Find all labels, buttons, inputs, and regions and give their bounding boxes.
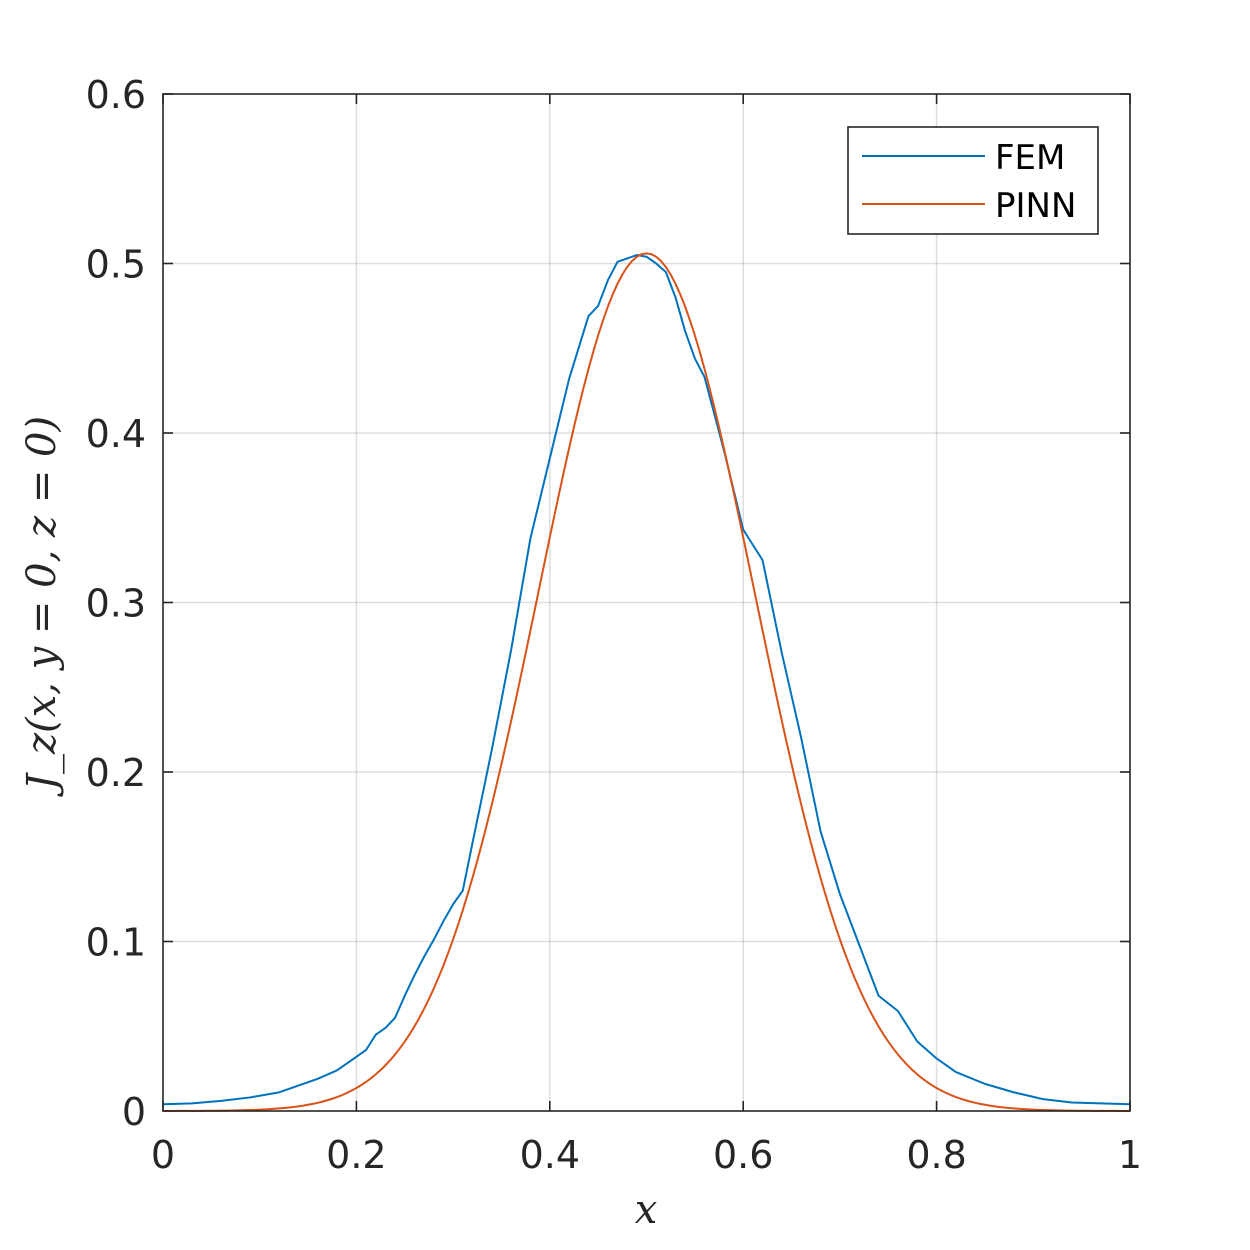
series-line-pinn [162,252,1131,1112]
grid-lines [163,94,1130,1111]
x-tick-label: 1 [1118,1133,1142,1177]
legend-box [847,126,1099,235]
y-tick-label: 0.2 [86,751,146,795]
x-axis-label: x [635,1187,658,1233]
x-tick-label: 0.6 [713,1133,773,1177]
y-axis-label: J_z(x, y = 0, z = 0) [19,416,65,797]
series-layer [162,252,1131,1112]
y-tick-label: 0 [122,1090,146,1134]
legend: FEM PINN [847,126,1099,235]
y-tick-label: 0.5 [86,243,146,287]
legend-label-fem: FEM [995,138,1065,178]
y-tick-label: 0.3 [86,582,146,626]
plot-frame [162,93,1131,1112]
tick-labels: 0 0.2 0.4 0.6 0.8 1 0 0.1 0.2 0.3 0.4 0.5 0.6 [86,73,1143,1177]
x-tick-label: 0 [151,1133,175,1177]
y-tick-label: 0.6 [86,73,146,117]
x-tick-label: 0.8 [906,1133,966,1177]
plot-background [163,94,1130,1111]
series-line-fem [162,254,1131,1106]
x-tick-label: 0.2 [326,1133,386,1177]
y-tick-label: 0.4 [86,412,146,456]
legend-label-pinn: PINN [995,186,1076,226]
x-tick-label: 0.4 [520,1133,580,1177]
y-tick-label: 0.1 [86,921,146,965]
